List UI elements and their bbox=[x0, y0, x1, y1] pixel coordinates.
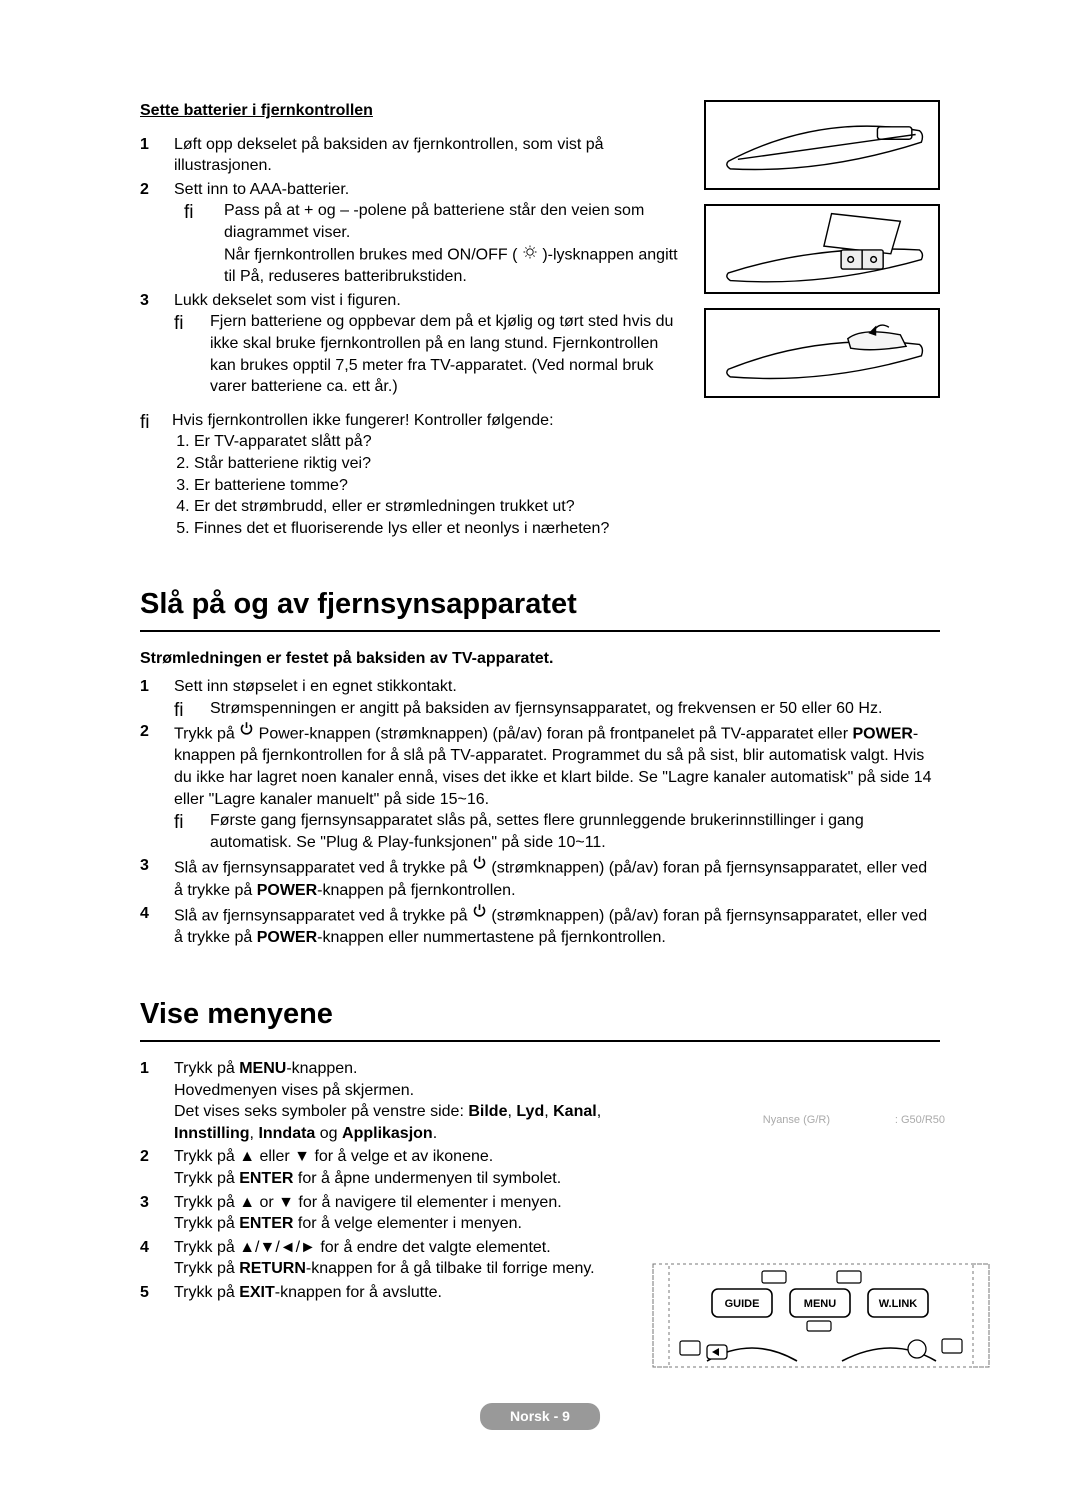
battery-images bbox=[704, 100, 940, 539]
battery-step3-note: Fjern batteriene og oppbevar dem på et k… bbox=[174, 311, 684, 397]
troubleshoot-block: Hvis fjernkontrollen ikke fungerer! Kont… bbox=[140, 410, 684, 540]
battery-step-3: Lukk dekselet som vist i figuren. Fjern … bbox=[140, 290, 684, 398]
divider bbox=[140, 630, 940, 632]
battery-text: Sette batterier i fjernkontrollen Løft o… bbox=[140, 100, 684, 539]
battery-step-2: Sett inn to AAA-batterier. Pass på at + … bbox=[140, 179, 684, 288]
power-step-1: Sett inn støpselet i en egnet stikkontak… bbox=[140, 676, 940, 719]
remote-menu-figure: GUIDE MENU W.LINK bbox=[652, 1263, 990, 1368]
gray-label-right: : G50/R50 bbox=[895, 1113, 945, 1128]
menu-step-4: Trykk på ▲/▼/◄/► for å endre det valgte … bbox=[140, 1237, 660, 1280]
menu-step-3: Trykk på ▲ or ▼ for å navigere til eleme… bbox=[140, 1192, 660, 1235]
power-icon bbox=[239, 721, 254, 743]
power-icon bbox=[472, 855, 487, 877]
menu-heading: Vise menyene bbox=[140, 995, 940, 1034]
ts-5: Finnes det et fluoriserende lys eller et… bbox=[194, 518, 684, 540]
battery-section: Sette batterier i fjernkontrollen Løft o… bbox=[140, 100, 940, 539]
battery-step-1: Løft opp dekselet på baksiden av fjernko… bbox=[140, 134, 684, 177]
light-icon bbox=[522, 244, 538, 267]
power-s1-note: Strømspenningen er angitt på baksiden av… bbox=[174, 698, 940, 720]
remote-open-image bbox=[704, 204, 940, 294]
battery-step-3-text: Lukk dekselet som vist i figuren. bbox=[174, 292, 401, 309]
battery-steps: Løft opp dekselet på baksiden av fjernko… bbox=[140, 134, 684, 398]
battery-step-2-text: Sett inn to AAA-batterier. bbox=[174, 181, 349, 198]
ts-4: Er det strømbrudd, eller er strømledning… bbox=[194, 496, 684, 518]
ts-1: Er TV-apparatet slått på? bbox=[194, 431, 684, 453]
remote-closed-image bbox=[704, 100, 940, 190]
menu-button-label: MENU bbox=[804, 1298, 836, 1310]
power-icon bbox=[472, 903, 487, 925]
menu-step-5: Trykk på EXIT-knappen for å avslutte. bbox=[140, 1282, 660, 1304]
wlink-button-label: W.LINK bbox=[879, 1298, 918, 1310]
gray-label-left: Nyanse (G/R) bbox=[763, 1113, 830, 1128]
menu-step-2: Trykk på ▲ eller ▼ for å velge et av iko… bbox=[140, 1146, 660, 1189]
battery-step2-note-a: Pass på at + og – -polene på batteriene … bbox=[174, 200, 684, 243]
ts-2: Står batteriene riktig vei? bbox=[194, 453, 684, 475]
troubleshoot-list: Er TV-apparatet slått på? Står batterien… bbox=[172, 431, 684, 539]
battery-heading: Sette batterier i fjernkontrollen bbox=[140, 100, 684, 122]
menu-step-1: Trykk på MENU-knappen. Hovedmenyen vises… bbox=[140, 1058, 660, 1144]
remote-closing-image bbox=[704, 308, 940, 398]
menu-steps: Trykk på MENU-knappen. Hovedmenyen vises… bbox=[140, 1058, 660, 1304]
power-step-3: Slå av fjernsynsapparatet ved å trykke p… bbox=[140, 855, 940, 901]
power-step-4: Slå av fjernsynsapparatet ved å trykke p… bbox=[140, 903, 940, 949]
power-step-2: Trykk på Power-knappen (strømknappen) (p… bbox=[140, 721, 940, 853]
guide-button-label: GUIDE bbox=[725, 1298, 760, 1310]
ts-3: Er batteriene tomme? bbox=[194, 475, 684, 497]
divider bbox=[140, 1040, 940, 1042]
battery-step2-note-b: Når fjernkontrollen brukes med ON/OFF ( … bbox=[174, 244, 684, 288]
footer-pill: Norsk - 9 bbox=[480, 1403, 600, 1430]
page-footer: Norsk - 9 bbox=[480, 1403, 600, 1430]
power-steps: Sett inn støpselet i en egnet stikkontak… bbox=[140, 676, 940, 949]
power-strap: Strømledningen er festet på baksiden av … bbox=[140, 648, 940, 670]
power-heading: Slå på og av fjernsynsapparatet bbox=[140, 585, 940, 624]
troubleshoot-intro: Hvis fjernkontrollen ikke fungerer! Kont… bbox=[172, 412, 554, 429]
battery-step-1-text: Løft opp dekselet på baksiden av fjernko… bbox=[174, 136, 604, 175]
power-s2-note: Første gang fjernsynsapparatet slås på, … bbox=[174, 810, 940, 853]
